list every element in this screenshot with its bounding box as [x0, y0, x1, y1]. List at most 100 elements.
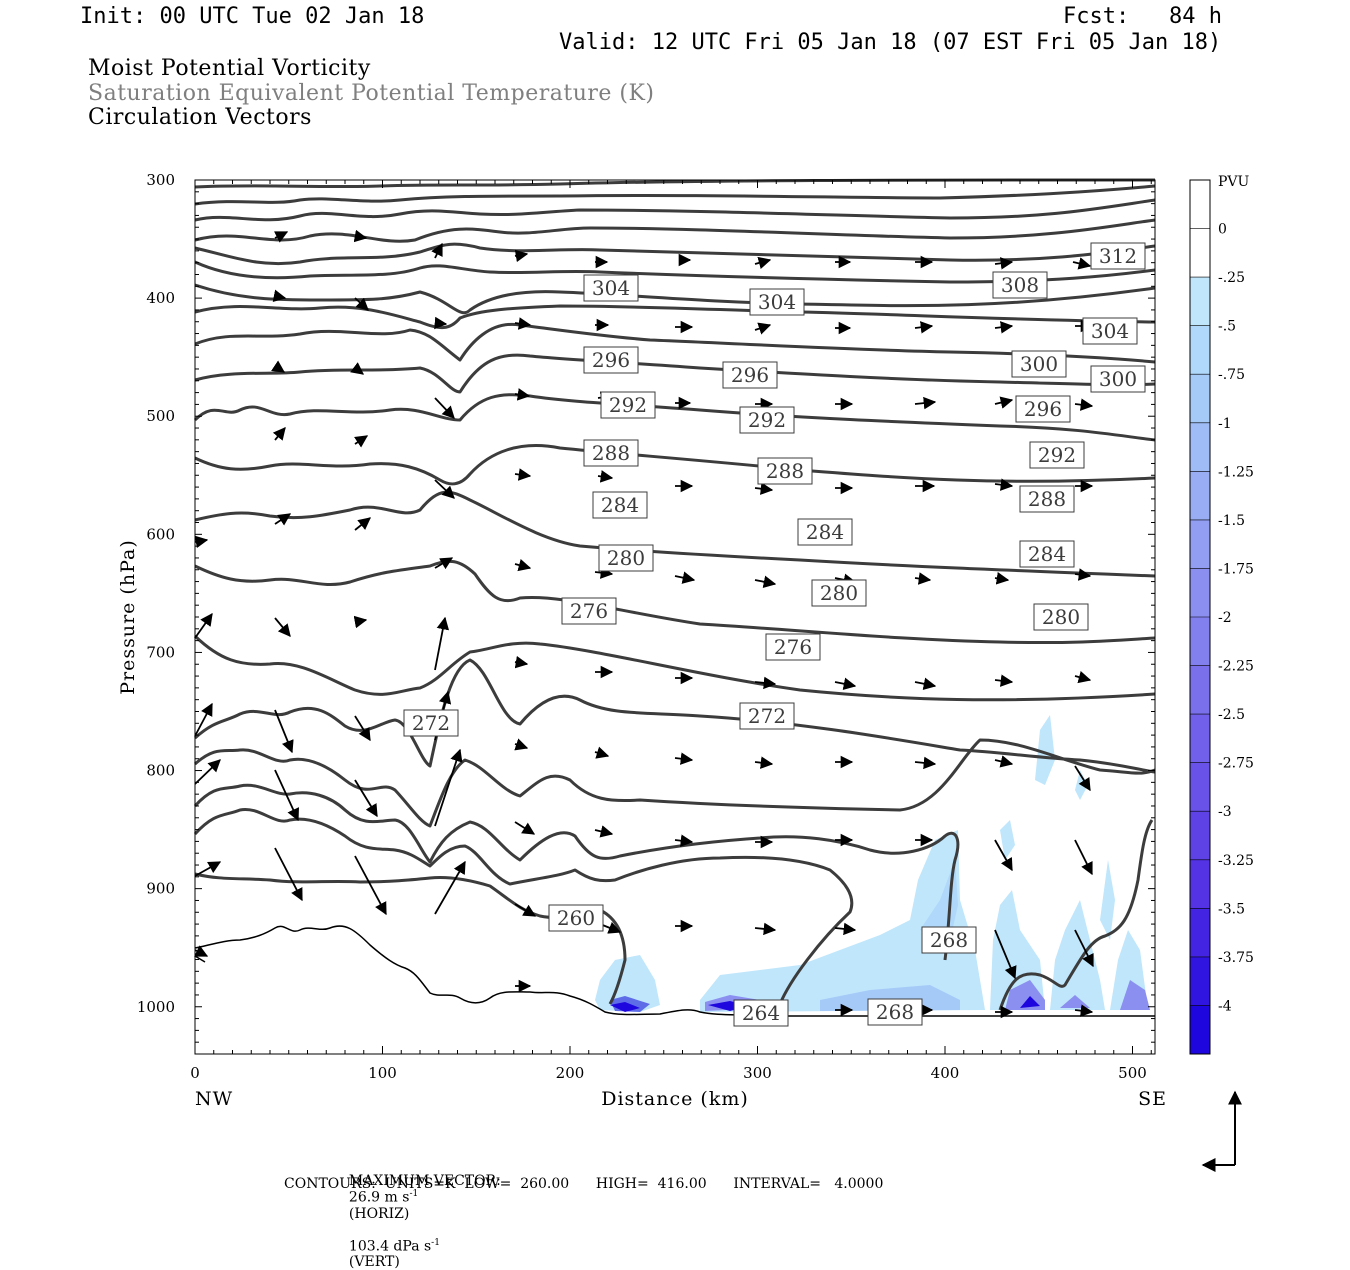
- colorbar-swatch: [1190, 1005, 1210, 1054]
- contour-label: 272: [748, 704, 786, 728]
- y-tick-label: 700: [146, 643, 175, 661]
- mpv-shade-region: [1100, 860, 1115, 940]
- colorbar-label: -1.75: [1218, 561, 1254, 577]
- reference-vector: [1201, 1090, 1242, 1172]
- mpv-shade-region: [610, 1002, 640, 1012]
- contour-label: 292: [1038, 443, 1076, 467]
- contour-label: 300: [1099, 367, 1137, 391]
- max-horiz-exp: -1: [409, 1189, 419, 1199]
- circulation-vector: [754, 482, 774, 495]
- circulation-vector: [272, 427, 286, 441]
- theta-contour: [193, 738, 1156, 828]
- colorbar-label: 0: [1218, 222, 1227, 238]
- circulation-vector: [514, 388, 531, 401]
- contour-label: 280: [820, 581, 858, 605]
- mpv-shade-region: [990, 890, 1045, 1010]
- circulation-vector: [194, 535, 209, 549]
- circulation-vector: [353, 229, 368, 243]
- circulation-vector: [754, 676, 777, 690]
- circulation-vector: [434, 616, 450, 671]
- circulation-vector: [514, 903, 537, 917]
- contour-label: 268: [930, 928, 968, 952]
- circulation-vector: [914, 572, 932, 585]
- theta-contour: [193, 783, 960, 961]
- circulation-vector: [354, 517, 371, 531]
- contour-label-box: [1090, 242, 1146, 270]
- theta-contour: [194, 490, 1156, 578]
- terrain-line: [194, 925, 1155, 1017]
- y-tick-label: 300: [146, 171, 175, 189]
- circulation-vectors: [194, 229, 1094, 1019]
- circulation-vector: [994, 321, 1014, 334]
- circulation-vector: [514, 468, 532, 481]
- contour-label-box: [749, 288, 805, 316]
- contour-label: 312: [1099, 244, 1137, 268]
- contour-label: 296: [731, 363, 769, 387]
- y-tick-label: 900: [146, 880, 175, 898]
- colorbar-swatch: [1190, 762, 1210, 812]
- valid-time: Valid: 12 UTC Fri 05 Jan 18 (07 EST Fri …: [559, 30, 1222, 55]
- contour-label-box: [1090, 365, 1146, 393]
- colorbar-swatch: [1190, 617, 1210, 666]
- circulation-vector: [353, 615, 368, 629]
- y-tick-label: 600: [146, 525, 175, 543]
- field-sept-label: Saturation Equivalent Potential Temperat…: [88, 81, 655, 106]
- circulation-vector: [1072, 257, 1092, 270]
- contour-label: 288: [1028, 487, 1066, 511]
- circulation-vector: [434, 397, 455, 419]
- terrain-surface: [194, 955, 206, 963]
- theta-contour: [194, 184, 1156, 206]
- circulation-vector: [1074, 765, 1091, 792]
- circulation-vector: [194, 702, 213, 737]
- colorbar-label: -1: [1218, 416, 1232, 432]
- circulation-vector: [274, 847, 303, 902]
- contour-label: 296: [592, 348, 630, 372]
- mpv-shade-region: [595, 955, 660, 1012]
- contour-label-box: [1015, 395, 1071, 423]
- contour-label-box: [583, 346, 639, 374]
- contour-label-box: [1082, 317, 1138, 345]
- circulation-vector: [1074, 1004, 1094, 1017]
- contour-label: 308: [1001, 273, 1039, 297]
- contour-label-box: [1033, 603, 1089, 631]
- circulation-vector: [834, 677, 857, 690]
- max-horiz-value: 26.9 m s: [348, 1189, 410, 1206]
- circulation-vector: [354, 715, 371, 742]
- colorbar-label: -2: [1218, 610, 1232, 626]
- colorbar-unit: PVU: [1218, 174, 1250, 190]
- cross-section-chart: 312 304 304 308 304 296 296 300 300 292 292 296 288 2…: [117, 171, 1254, 1172]
- circulation-vector: [434, 479, 455, 499]
- circulation-vector: [514, 558, 532, 572]
- circulation-vector: [514, 821, 536, 835]
- theta-contour: [194, 178, 1156, 189]
- colorbar-swatch: [1190, 422, 1210, 472]
- y-tick-label: 800: [146, 762, 175, 780]
- mpv-shade-region: [1050, 900, 1105, 1010]
- contour-label-box: [739, 702, 795, 730]
- contour-label: 284: [806, 520, 844, 544]
- circulation-vector: [1074, 839, 1093, 876]
- contour-label-box: [797, 518, 853, 546]
- colorbar: PVU 0 -.25 -.5 -.75 -1 -1.25 -1.5 -1.75 -2 -2.25 -2…: [1189, 174, 1254, 1055]
- circulation-vector: [914, 756, 937, 770]
- circulation-vector: [754, 256, 772, 270]
- circulation-vector: [354, 297, 369, 311]
- contour-label: 296: [1024, 397, 1062, 421]
- contour-label: 276: [570, 599, 608, 623]
- colorbar-swatch: [1190, 519, 1210, 569]
- contour-label-box: [600, 391, 656, 419]
- colorbar-label: -4: [1218, 998, 1232, 1014]
- max-vert-value: 103.4 dPa s: [348, 1238, 432, 1255]
- circulation-vector: [834, 922, 857, 936]
- circulation-vector: [1074, 568, 1092, 581]
- circulation-vector: [514, 249, 529, 263]
- y-tick-label: 1000: [137, 998, 175, 1016]
- contour-label-box: [1019, 485, 1075, 513]
- right-end-label: SE: [1138, 1088, 1167, 1110]
- colorbar-label: -3.25: [1218, 853, 1254, 869]
- circulation-vector: [1074, 398, 1094, 411]
- horiz-tag: (HORIZ): [348, 1205, 410, 1222]
- circulation-vector: [754, 322, 772, 335]
- axes: 300 400 500 600 700 800 900 1000 0 100 200 300 400 50…: [117, 171, 1167, 1110]
- contour-label-box: [867, 998, 923, 1026]
